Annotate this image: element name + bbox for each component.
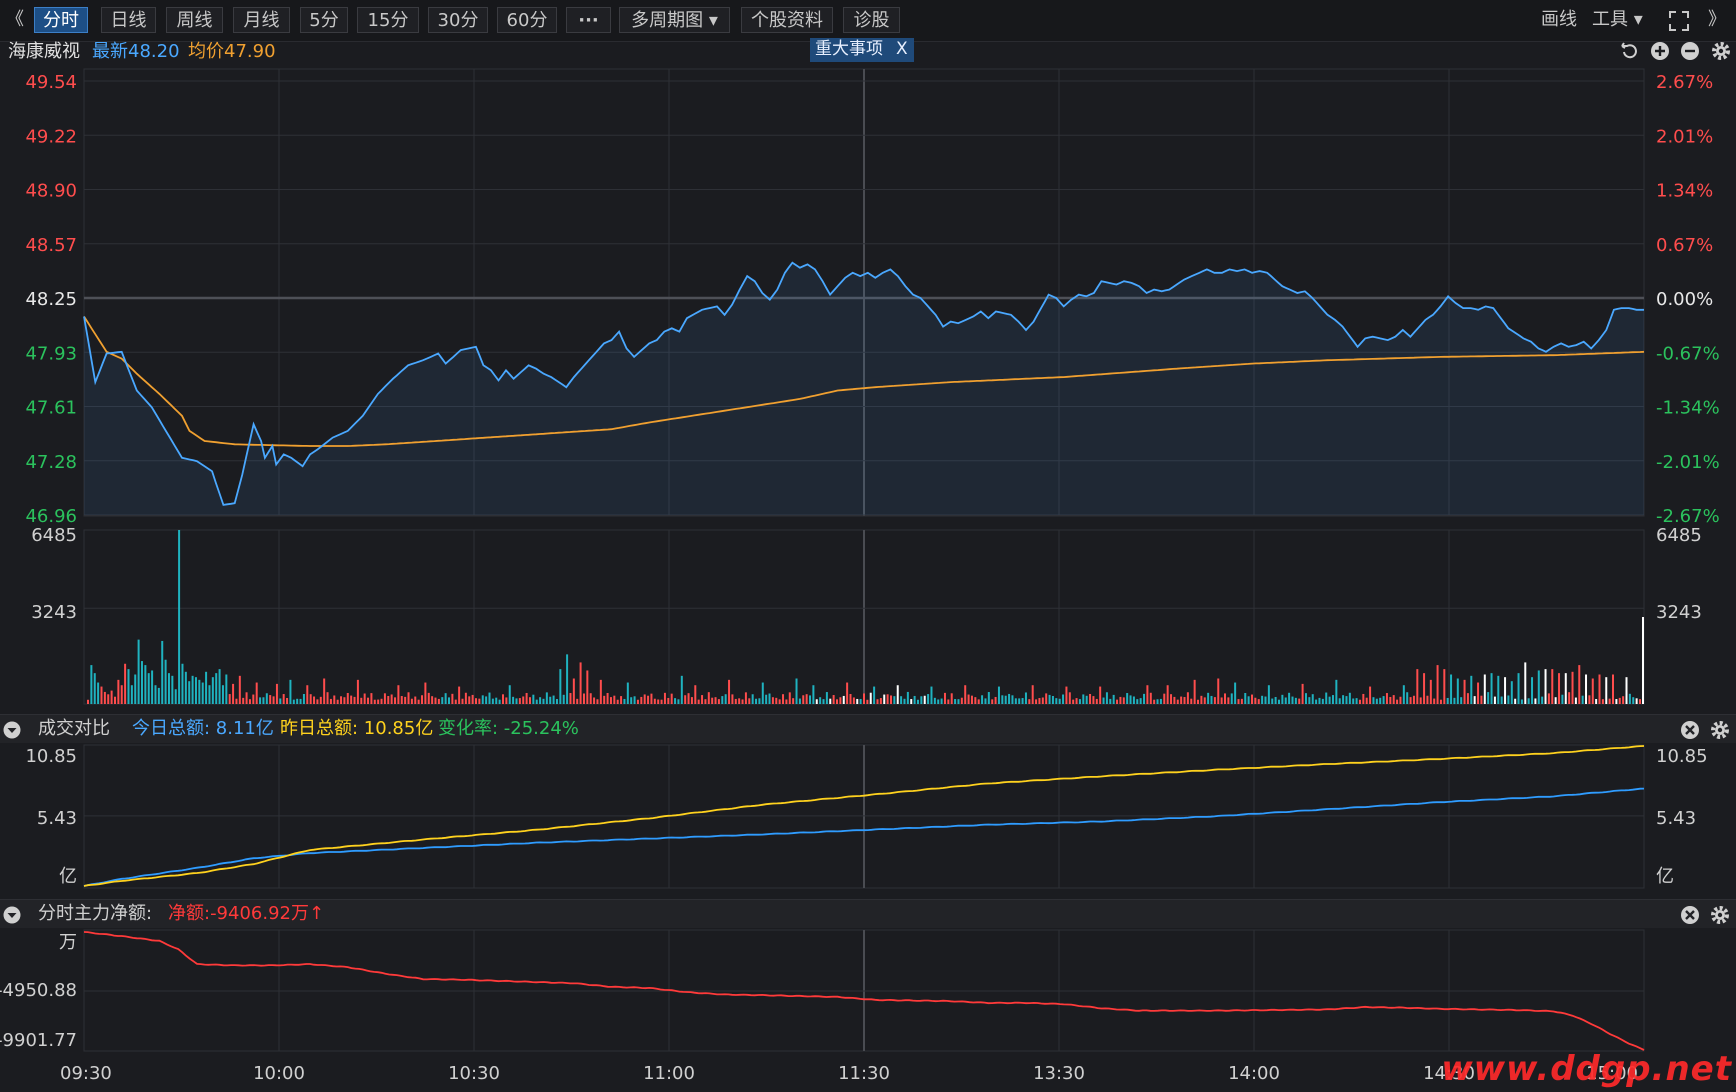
zoom-in-icon[interactable] <box>1651 42 1669 60</box>
flow-tick-label: -9901.77 <box>0 1030 77 1051</box>
change-rate: 变化率: -25.24% <box>438 718 579 739</box>
chevron-down-icon[interactable] <box>3 906 21 924</box>
price-panel <box>83 261 1645 515</box>
turnover-tick-label: 5.43 <box>1656 808 1696 829</box>
time-tick-label: 15:00 <box>1586 1063 1638 1084</box>
tab-weekly[interactable]: 周线 <box>166 7 223 33</box>
time-tick-label: 10:30 <box>448 1063 500 1084</box>
compare-panel-header: 成交对比 今日总额: 8.11亿 昨日总额: 10.85亿 变化率: -25.2… <box>0 714 1736 743</box>
time-tick-label: 13:30 <box>1033 1063 1085 1084</box>
close-icon[interactable]: X <box>896 39 908 59</box>
volume-panel <box>87 530 1644 704</box>
undo-icon[interactable] <box>1621 42 1637 59</box>
price-tick-label: 48.90 <box>25 181 77 202</box>
multi-period-dropdown[interactable]: 多周期图 ▾ <box>619 7 730 33</box>
tab-monthly[interactable]: 月线 <box>233 7 290 33</box>
major-events-tag[interactable]: 重大事项 X <box>810 38 914 62</box>
percent-tick-label: -2.67% <box>1656 506 1720 527</box>
turnover-tick-label: 10.85 <box>25 746 77 767</box>
tab-30min[interactable]: 30分 <box>428 7 488 33</box>
price-tick-label: 47.93 <box>25 343 77 364</box>
axis-labels: 49.54 2.67% 49.22 2.01% 48.90 1.34% 48.57 0.67%… <box>0 72 1720 1084</box>
close-icon[interactable] <box>1681 906 1699 924</box>
percent-tick-label: -2.01% <box>1656 452 1720 473</box>
stock-name: 海康威视 <box>8 41 80 62</box>
draw-line-button[interactable]: 画线 <box>1541 9 1577 30</box>
collapse-left-icon[interactable]: 《 <box>6 9 24 30</box>
volume-tick-label: 3243 <box>1656 602 1702 623</box>
net-amount: 净额:-9406.92万↑ <box>168 903 325 924</box>
turnover-tick-label: 10.85 <box>1656 746 1708 767</box>
flow-tick-label: 万 <box>59 932 77 953</box>
latest-price: 最新48.20 <box>92 41 180 62</box>
tools-dropdown[interactable]: 工具 ▾ <box>1592 9 1643 30</box>
compare-title: 成交对比 <box>38 718 110 739</box>
stock-profile-button[interactable]: 个股资料 <box>741 7 833 33</box>
chevron-down-icon[interactable] <box>3 721 21 739</box>
tab-60min[interactable]: 60分 <box>497 7 557 33</box>
time-tick-label: 10:00 <box>253 1063 305 1084</box>
time-tick-label: 11:30 <box>838 1063 890 1084</box>
collapse-right-icon[interactable]: 》 <box>1708 9 1726 30</box>
time-tick-label: 14:30 <box>1423 1063 1475 1084</box>
flow-title: 分时主力净额: <box>38 903 153 924</box>
today-total: 今日总额: 8.11亿 <box>132 718 274 739</box>
turnover-tick-label: 5.43 <box>37 808 77 829</box>
time-tick-label: 09:30 <box>60 1063 112 1084</box>
gear-icon[interactable] <box>1711 721 1729 739</box>
info-bar: 海康威视 最新48.20 均价47.90 重大事项 X <box>0 38 1736 65</box>
turnover-tick-label: 亿 <box>59 866 77 887</box>
price-tick-label: 46.96 <box>25 506 77 527</box>
tab-15min[interactable]: 15分 <box>357 7 419 33</box>
more-periods-button[interactable]: ··· <box>566 7 611 33</box>
turnover-compare-panel <box>83 745 1645 887</box>
close-icon[interactable] <box>1681 721 1699 739</box>
average-price: 均价47.90 <box>188 41 276 62</box>
gear-icon[interactable] <box>1711 906 1729 924</box>
major-events-label: 重大事项 <box>815 39 883 59</box>
grid <box>83 68 1645 1052</box>
percent-tick-label: 1.34% <box>1656 181 1713 202</box>
yesterday-turnover-line <box>83 745 1645 887</box>
turnover-tick-label: 亿 <box>1656 866 1674 887</box>
diagnosis-button[interactable]: 诊股 <box>843 7 900 33</box>
percent-tick-label: 0.00% <box>1656 289 1713 310</box>
net-flow-line <box>83 931 1645 1051</box>
tab-daily[interactable]: 日线 <box>101 7 156 33</box>
price-tick-label: 49.22 <box>25 126 77 147</box>
percent-tick-label: 2.67% <box>1656 72 1713 93</box>
main-flow-panel <box>83 931 1645 1051</box>
percent-tick-label: 2.01% <box>1656 126 1713 147</box>
price-tick-label: 48.25 <box>25 289 77 310</box>
price-tick-label: 49.54 <box>25 72 77 93</box>
time-tick-label: 14:00 <box>1228 1063 1280 1084</box>
volume-tick-label: 6485 <box>1656 525 1702 546</box>
price-tick-label: 47.28 <box>25 452 77 473</box>
tab-intraday[interactable]: 分时 <box>34 7 88 33</box>
percent-tick-label: -1.34% <box>1656 398 1720 419</box>
price-tick-label: 47.61 <box>25 398 77 419</box>
price-line <box>83 261 1644 506</box>
compare-panel-controls <box>1681 721 1729 739</box>
expand-icon[interactable] <box>1668 10 1690 32</box>
flow-panel-header: 分时主力净额: 净额:-9406.92万↑ <box>0 899 1736 928</box>
time-tick-label: 11:00 <box>643 1063 695 1084</box>
percent-tick-label: 0.67% <box>1656 235 1713 256</box>
volume-tick-label: 6485 <box>31 525 77 546</box>
tab-5min[interactable]: 5分 <box>300 7 348 33</box>
flow-tick-label: -4950.88 <box>0 980 77 1001</box>
average-price-line <box>83 316 1645 447</box>
price-tick-label: 48.57 <box>25 235 77 256</box>
percent-tick-label: -0.67% <box>1656 343 1720 364</box>
zoom-out-icon[interactable] <box>1681 42 1699 60</box>
yesterday-total: 昨日总额: 10.85亿 <box>280 718 434 739</box>
period-toolbar: 《 分时 日线 周线 月线 5分 15分 30分 60分 ··· 多周期图 ▾ … <box>0 0 1736 42</box>
today-turnover-line <box>83 787 1645 887</box>
chart-controls <box>1621 42 1730 60</box>
watermark: www.ddgp.net <box>1441 1049 1732 1089</box>
gear-icon[interactable] <box>1712 42 1730 60</box>
volume-tick-label: 3243 <box>31 602 77 623</box>
flow-panel-controls <box>1681 906 1729 924</box>
